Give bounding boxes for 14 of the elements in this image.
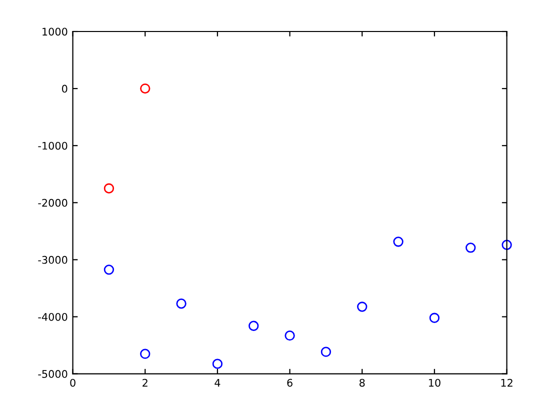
x-tick-label: 0: [70, 378, 76, 387]
y-tick-label: 0: [62, 84, 68, 93]
x-tick-label: 4: [214, 378, 220, 387]
y-tick-label: -4000: [38, 312, 68, 321]
x-tick-label: 2: [142, 378, 148, 387]
x-tick-label: 12: [501, 378, 512, 387]
y-tick-label: 1000: [42, 28, 68, 36]
y-tick-label: -1000: [38, 142, 68, 150]
x-tick-label: 10: [428, 378, 440, 387]
y-tick-label: -5000: [38, 370, 68, 378]
x-tick-label: 8: [360, 378, 365, 387]
y-tick-label: -2000: [38, 198, 68, 207]
y-tick-label: -3000: [38, 256, 68, 264]
x-tick-label: 6: [287, 378, 292, 387]
